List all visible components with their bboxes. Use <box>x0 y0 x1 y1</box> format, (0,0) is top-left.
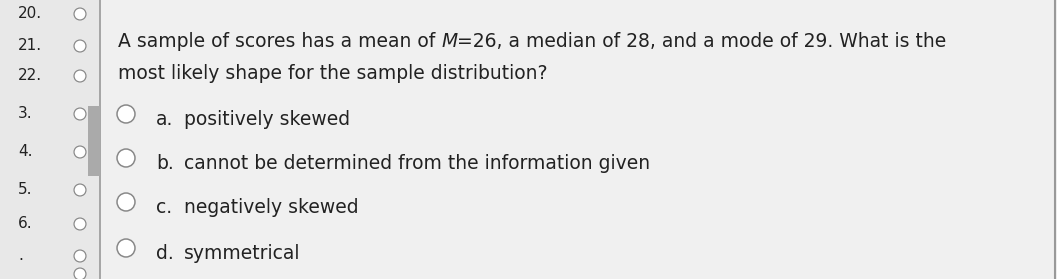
Text: =26, a median of 28, and a mode of 29. What is the: =26, a median of 28, and a mode of 29. W… <box>458 32 947 51</box>
Text: a.: a. <box>156 110 173 129</box>
Text: 20.: 20. <box>18 6 42 21</box>
Circle shape <box>74 184 86 196</box>
Text: 6.: 6. <box>18 217 33 232</box>
Circle shape <box>117 193 135 211</box>
Text: cannot be determined from the information given: cannot be determined from the informatio… <box>184 154 650 173</box>
Circle shape <box>74 8 86 20</box>
Text: most likely shape for the sample distribution?: most likely shape for the sample distrib… <box>118 64 548 83</box>
Circle shape <box>74 146 86 158</box>
Text: 21.: 21. <box>18 39 42 54</box>
Text: A sample of scores has a mean of: A sample of scores has a mean of <box>118 32 441 51</box>
Circle shape <box>74 250 86 262</box>
Text: positively skewed: positively skewed <box>184 110 350 129</box>
Text: 5.: 5. <box>18 182 33 198</box>
Circle shape <box>117 105 135 123</box>
Text: .: . <box>18 249 23 263</box>
Circle shape <box>117 239 135 257</box>
Circle shape <box>117 149 135 167</box>
Circle shape <box>74 218 86 230</box>
Text: 22.: 22. <box>18 69 42 83</box>
Text: 3.: 3. <box>18 107 33 121</box>
Circle shape <box>74 268 86 279</box>
Text: b.: b. <box>156 154 173 173</box>
Circle shape <box>74 70 86 82</box>
Text: c.: c. <box>156 198 172 217</box>
Text: 4.: 4. <box>18 145 33 160</box>
Text: d.: d. <box>156 244 173 263</box>
Circle shape <box>74 108 86 120</box>
Bar <box>0 0 100 279</box>
Circle shape <box>74 40 86 52</box>
Text: negatively skewed: negatively skewed <box>184 198 358 217</box>
Text: symmetrical: symmetrical <box>184 244 300 263</box>
Text: M: M <box>441 32 458 51</box>
Bar <box>88 106 100 176</box>
